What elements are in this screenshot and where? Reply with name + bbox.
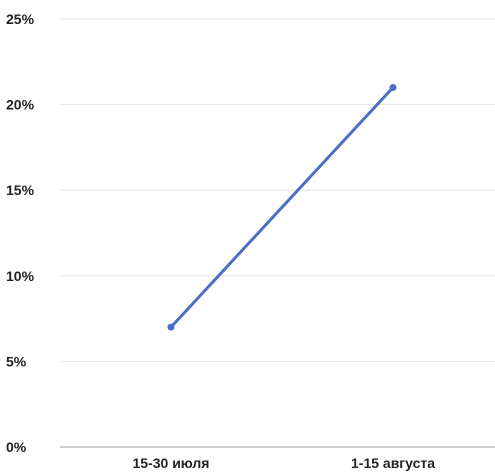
data-point [167, 323, 175, 331]
x-axis-ticks: 15-30 июля 1-15 августа [133, 455, 436, 471]
y-tick-label: 10% [6, 268, 35, 284]
series-line [169, 85, 395, 329]
y-tick-label: 15% [6, 182, 35, 198]
y-tick-label: 20% [6, 97, 35, 113]
series-layer [167, 83, 397, 331]
data-point [389, 83, 397, 91]
y-tick-label: 0% [6, 439, 27, 455]
y-tick-label: 5% [6, 353, 27, 369]
y-tick-label: 25% [6, 11, 35, 27]
x-tick-label: 15-30 июля [133, 455, 210, 471]
x-tick-label: 1-15 августа [351, 455, 435, 471]
y-axis-ticks: 0% 5% 10% 15% 20% 25% [6, 11, 35, 455]
grid-layer [60, 18, 495, 448]
